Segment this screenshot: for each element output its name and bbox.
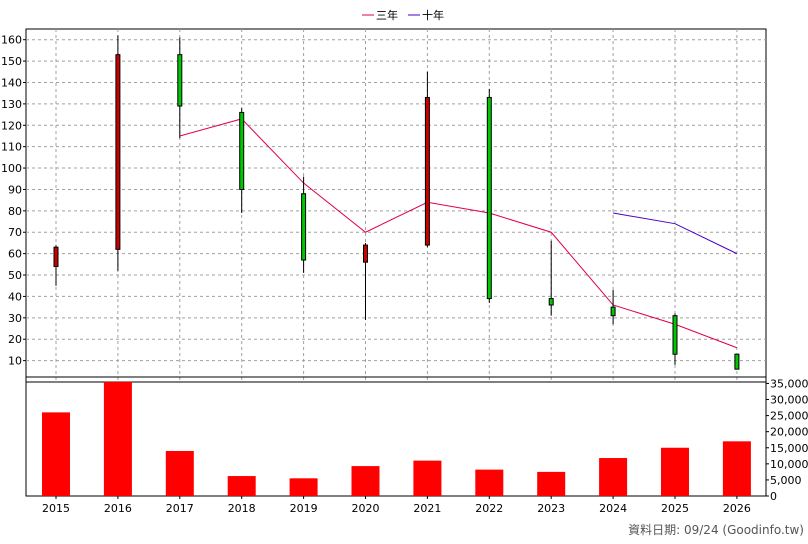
x-tick-label: 2016 [104,502,132,515]
price-tick-label: 60 [8,248,22,261]
volume-bar [475,469,504,496]
x-tick-label: 2026 [723,502,751,515]
x-tick-label: 2021 [413,502,441,515]
data-date-footer: 資料日期: 09/24 (Goodinfo.tw) [628,523,804,537]
x-tick-label: 2020 [352,502,380,515]
x-axis: 2015 2016 2017 2018 2019 2020 2021 2022 2023 2024… [42,496,751,515]
x-tick-label: 2025 [661,502,689,515]
price-tick-label: 120 [1,119,22,132]
volume-bar [537,471,566,496]
volume-bar [661,447,689,496]
price-tick-label: 110 [1,141,22,154]
candle-body [53,246,59,267]
candle-body [239,111,245,190]
volume-tick-label: 15,000 [770,442,808,455]
volume-tick-label: 30,000 [770,394,808,407]
price-tick-label: 80 [8,205,22,218]
series-line-三年 [179,118,738,349]
x-tick-label: 2017 [166,502,194,515]
candle-body [177,54,183,107]
volume-tick-label: 10,000 [770,458,808,471]
price-tick-label: 140 [1,76,22,89]
x-tick-label: 2022 [475,502,503,515]
volume-bar [599,458,628,496]
x-tick-label: 2018 [228,502,256,515]
price-tick-label: 160 [1,34,22,47]
legend-label-十年: 十年 [422,8,444,22]
volume-tick-label: 35,000 [770,377,808,390]
volume-tick-label: 5,000 [770,474,802,487]
legend-label-三年: 三年 [376,8,398,22]
price-tick-label: 70 [8,226,22,239]
candle-body [424,96,430,246]
x-tick-label: 2023 [537,502,565,515]
candle-body [363,244,368,263]
x-tick-label: 2015 [42,502,70,515]
candle-body [301,193,307,261]
volume-tick-label: 0 [770,490,777,503]
volume-bar [103,381,132,496]
price-tick-label: 10 [8,355,22,368]
volume-bar [42,412,70,496]
price-tick-label: 30 [8,312,22,325]
price-tick-label: 100 [1,162,22,175]
price-tick-label: 90 [8,183,22,196]
candle-body [548,298,554,306]
x-tick-label: 2019 [290,502,318,515]
price-tick-label: 50 [8,269,22,282]
volume-bar [413,460,442,496]
price-tick-label: 130 [1,98,22,111]
price-panel: 10 20 30 40 50 60 70 80 90 100 110 120 130 140 150 160 [1,28,767,383]
candle-body [734,353,740,370]
price-plot-area [25,28,767,383]
x-tick-label: 2024 [599,502,627,515]
volume-tick-label: 25,000 [770,410,808,423]
volume-plot-area [25,376,767,497]
candle-body [610,306,616,317]
series-line-十年 [613,212,738,255]
candle-body [672,315,678,355]
volume-bar [289,478,318,496]
price-tick-label: 40 [8,290,22,303]
volume-bar [165,450,194,496]
volume-bar [351,466,380,496]
volume-bar [722,441,751,496]
price-tick-label: 150 [1,55,22,68]
volume-bar [227,476,256,496]
candle-body [115,54,121,250]
candle-body [486,96,492,300]
legend: 三年 十年 [362,8,444,22]
price-tick-label: 20 [8,333,22,346]
volume-panel: 0 5,000 10,000 15,000 20,000 25,000 30,000 35,0… [25,376,808,503]
volume-tick-label: 20,000 [770,426,808,439]
